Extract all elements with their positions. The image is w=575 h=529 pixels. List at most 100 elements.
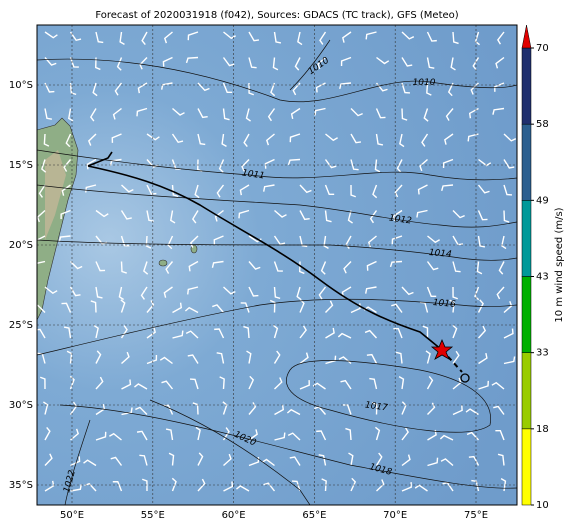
wind-barb — [350, 159, 359, 171]
wind-barb — [391, 235, 403, 245]
wind-barb — [145, 235, 152, 249]
wind-barb — [452, 261, 461, 273]
wind-barb — [121, 184, 134, 193]
lon-label: 60°E — [222, 510, 246, 521]
wind-barb — [163, 31, 173, 44]
wind-barb — [366, 353, 378, 364]
wind-barb — [272, 57, 279, 71]
wind-barb — [184, 306, 199, 314]
wind-barb — [476, 261, 483, 275]
wind-barb — [374, 426, 381, 441]
wind-barb — [299, 184, 312, 194]
wind-barb — [222, 108, 230, 121]
wind-barb — [44, 57, 57, 66]
wind-barb — [273, 286, 281, 300]
wind-barb — [187, 286, 199, 295]
wind-barb — [498, 261, 505, 275]
wind-barb — [299, 235, 308, 248]
lon-label: 70°E — [383, 510, 407, 521]
wind-barb — [325, 327, 335, 339]
wind-barb — [419, 301, 429, 313]
wind-barb — [86, 158, 97, 170]
lon-label: 55°E — [141, 510, 165, 521]
lat-label: 25°S — [9, 320, 33, 331]
wind-barb — [340, 379, 352, 390]
wind-barb — [44, 453, 53, 466]
wind-barb — [318, 286, 327, 300]
colorbar-label: 10 m wind speed (m/s) — [554, 207, 565, 322]
colorbar-bin — [521, 428, 532, 506]
wind-barb — [272, 324, 279, 339]
wind-barb — [269, 299, 276, 313]
wind-barb — [169, 210, 176, 224]
wind-barb — [66, 350, 73, 364]
wind-barb — [189, 235, 199, 248]
wind-barb — [119, 31, 125, 45]
wind-barb — [439, 434, 454, 441]
wind-barb — [452, 235, 464, 246]
wind-barb — [501, 235, 507, 250]
wind-barb — [69, 82, 77, 96]
wind-barb — [495, 56, 505, 69]
wind-barb — [324, 184, 335, 195]
wind-barb — [146, 133, 160, 141]
wind-barb — [218, 159, 225, 173]
wind-barb — [262, 184, 275, 192]
wind-barb — [146, 327, 156, 339]
wind-barb — [38, 184, 46, 198]
wind-barb — [375, 108, 386, 119]
wind-barb — [452, 405, 463, 416]
wind-barb — [37, 304, 46, 313]
wind-barb — [194, 184, 200, 199]
wind-barb — [61, 302, 72, 313]
wind-barb — [452, 286, 458, 300]
wind-barb — [324, 159, 337, 169]
wind-barb — [63, 159, 72, 172]
colorbar-tick-label: 43 — [536, 272, 549, 283]
wind-barb — [477, 325, 487, 339]
wind-barb — [185, 56, 199, 64]
wind-barb — [39, 376, 46, 390]
wind-barb — [216, 184, 225, 198]
wind-barb — [248, 235, 262, 243]
wind-barb — [289, 456, 301, 466]
wind-barb — [398, 376, 405, 390]
wind-barb — [273, 350, 281, 364]
wind-barb — [67, 108, 74, 122]
wind-barb — [372, 184, 378, 199]
wind-barb — [478, 158, 492, 167]
wind-barb — [111, 133, 122, 143]
wind-barb — [120, 325, 128, 339]
wind-barb — [165, 261, 174, 274]
wind-barb — [452, 31, 459, 45]
wind-barb — [445, 108, 454, 121]
wind-barb — [263, 482, 276, 492]
wind-barb — [213, 235, 224, 245]
wind-barb — [440, 458, 454, 467]
wind-barb — [243, 133, 250, 148]
wind-barb — [246, 350, 252, 364]
wind-barb — [291, 480, 301, 492]
wind-barb — [109, 432, 122, 441]
wind-barb — [290, 107, 301, 120]
wind-barb — [369, 210, 378, 224]
wind-barb — [496, 31, 505, 45]
wind-barb — [350, 133, 362, 144]
wind-barb — [442, 158, 454, 168]
wind-barb — [214, 209, 224, 222]
wind-barb — [95, 31, 104, 44]
wind-barb — [110, 456, 123, 466]
wind-barb — [44, 31, 58, 39]
wind-barb — [44, 82, 55, 93]
wind-barb — [477, 210, 488, 221]
wind-barb — [401, 108, 408, 121]
wind-barb — [503, 328, 514, 339]
wind-barb — [273, 31, 282, 44]
wind-barb — [364, 286, 377, 294]
colorbar-tick-label: 18 — [536, 424, 549, 435]
wind-barb — [467, 133, 479, 142]
wind-barb — [120, 210, 132, 220]
wind-barb — [223, 31, 236, 40]
wind-barb — [120, 235, 130, 247]
